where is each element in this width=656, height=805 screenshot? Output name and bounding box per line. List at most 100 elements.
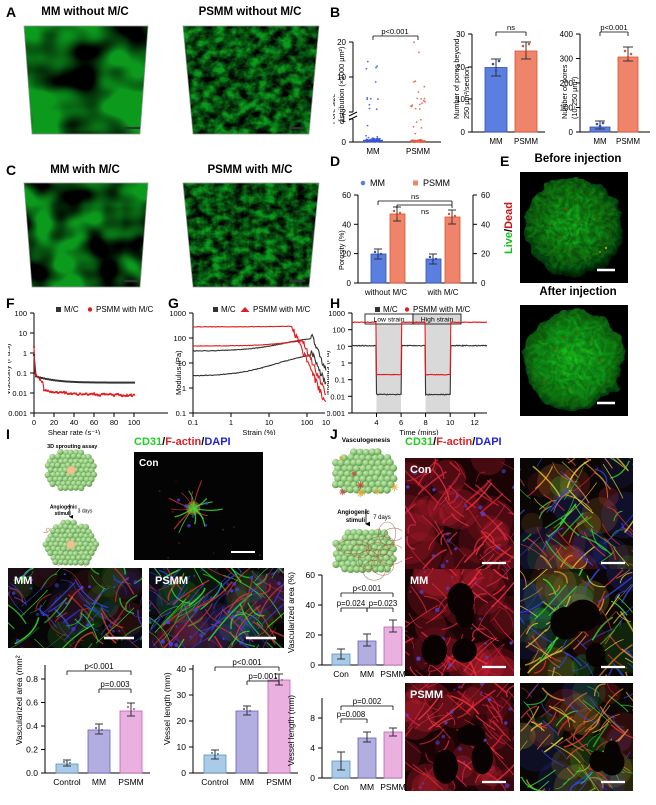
svg-text:10: 10 (177, 742, 187, 752)
svg-text:250 µm²/section: 250 µm²/section (462, 67, 471, 119)
svg-text:distribution (×1000 µm²): distribution (×1000 µm²) (337, 47, 346, 124)
svg-text:Vasculogenesis: Vasculogenesis (342, 437, 391, 444)
svg-text:ns: ns (507, 24, 515, 32)
svg-text:MM: MM (489, 137, 503, 146)
svg-text:Viscosity (Pa.s): Viscosity (Pa.s) (8, 343, 12, 395)
svg-text:80: 80 (110, 418, 118, 427)
svg-text:300: 300 (560, 55, 574, 64)
svg-text:Vascularized area (mm²): Vascularized area (mm²) (14, 655, 24, 745)
svg-text:MM: MM (92, 777, 106, 787)
svg-text:p=0.001: p=0.001 (248, 672, 278, 681)
svg-text:4: 4 (310, 743, 315, 753)
svg-text:8: 8 (424, 418, 428, 427)
svg-text:PSMM with M/C: PSMM with M/C (413, 305, 471, 314)
svg-text:PSMM: PSMM (616, 137, 640, 146)
svg-text:40: 40 (177, 664, 187, 674)
svg-text:0: 0 (32, 418, 36, 427)
svg-text:Con: Con (139, 458, 158, 469)
svg-text:0: 0 (347, 279, 352, 288)
svg-text:0.01: 0.01 (330, 392, 345, 401)
svg-text:High strain: High strain (421, 316, 454, 323)
svg-text:PSMM: PSMM (410, 689, 443, 701)
svg-text:30: 30 (177, 690, 187, 700)
svg-text:Control: Control (53, 777, 81, 787)
svg-text:0.2: 0.2 (26, 745, 38, 755)
svg-text:3 days: 3 days (78, 509, 93, 515)
svg-text:60: 60 (481, 191, 490, 200)
svg-text:Number of pores: Number of pores (560, 64, 569, 119)
svg-text:0: 0 (569, 128, 574, 137)
svg-text:M/C: M/C (64, 305, 79, 314)
svg-text:0.1: 0.1 (17, 369, 27, 378)
svg-text:Modulus (Pa): Modulus (Pa) (174, 350, 183, 395)
svg-text:10: 10 (265, 418, 273, 427)
svg-text:1: 1 (23, 349, 27, 358)
svg-text:1: 1 (229, 418, 233, 427)
svg-text:MM: MM (240, 777, 254, 787)
svg-text:7 days: 7 days (373, 515, 391, 521)
svg-text:M/C: M/C (221, 305, 236, 314)
svg-text:0.8: 0.8 (26, 674, 38, 684)
svg-text:0.1: 0.1 (335, 376, 345, 385)
svg-text:20: 20 (306, 630, 316, 640)
svg-text:p=0.008: p=0.008 (337, 710, 365, 719)
svg-text:20: 20 (50, 418, 58, 427)
svg-text:PSMM: PSMM (155, 575, 188, 587)
svg-text:0: 0 (342, 138, 347, 147)
svg-text:p=0.003: p=0.003 (100, 680, 130, 689)
svg-text:0.6: 0.6 (26, 698, 38, 708)
svg-text:PSMM: PSMM (406, 147, 430, 156)
svg-text:0: 0 (310, 773, 315, 783)
svg-text:M/C: M/C (383, 305, 398, 314)
svg-text:ns: ns (411, 192, 419, 201)
svg-text:p<0.001: p<0.001 (381, 27, 408, 36)
svg-text:p=0.023: p=0.023 (369, 599, 397, 608)
svg-text:p<0.001: p<0.001 (353, 584, 381, 593)
svg-text:stimuli: stimuli (55, 511, 72, 517)
svg-text:p=0.024: p=0.024 (337, 599, 366, 608)
svg-text:20: 20 (481, 250, 490, 259)
svg-text:PSMM with M/C: PSMM with M/C (253, 305, 311, 314)
svg-text:30: 30 (456, 30, 465, 39)
svg-text:Strain (%): Strain (%) (242, 428, 276, 435)
svg-text:10: 10 (19, 329, 27, 338)
svg-text:1000: 1000 (328, 309, 345, 318)
svg-text:0.0: 0.0 (26, 768, 38, 778)
svg-text:0.001: 0.001 (8, 409, 27, 418)
svg-text:0.001: 0.001 (327, 409, 345, 418)
svg-text:3D sprouting assay: 3D sprouting assay (47, 444, 97, 450)
svg-text:10: 10 (446, 418, 454, 427)
svg-text:1: 1 (341, 359, 345, 368)
svg-text:Porosity (%): Porosity (%) (337, 230, 346, 270)
svg-text:Con: Con (410, 464, 432, 476)
svg-text:MM: MM (370, 178, 385, 188)
svg-text:0: 0 (481, 279, 486, 288)
svg-text:p=0.002: p=0.002 (353, 697, 381, 706)
svg-text:40: 40 (481, 220, 490, 229)
svg-text:without M/C: without M/C (364, 288, 407, 297)
svg-text:Vascularized area (%): Vascularized area (%) (286, 572, 296, 653)
svg-text:Vessel length (mm): Vessel length (mm) (286, 695, 296, 766)
svg-text:10: 10 (337, 342, 345, 351)
svg-text:12: 12 (471, 418, 479, 427)
svg-text:0.1: 0.1 (176, 409, 186, 418)
svg-text:100: 100 (301, 418, 314, 427)
svg-text:0.01: 0.01 (12, 389, 27, 398)
svg-text:PSMM: PSMM (118, 777, 144, 787)
svg-text:0: 0 (310, 660, 315, 670)
svg-text:60: 60 (306, 570, 316, 580)
svg-text:Time (mins): Time (mins) (399, 428, 439, 435)
svg-text:(10-250 µm²): (10-250 µm²) (570, 77, 579, 119)
svg-text:MM: MM (360, 669, 374, 679)
svg-text:Vessel length (mm): Vessel length (mm) (162, 672, 172, 745)
svg-text:40: 40 (70, 418, 78, 427)
svg-text:Angiogenic: Angiogenic (337, 510, 370, 516)
svg-text:Number of pores beyond: Number of pores beyond (452, 39, 461, 119)
svg-text:0.1: 0.1 (188, 418, 198, 427)
svg-text:100: 100 (128, 418, 141, 427)
svg-text:p<0.001: p<0.001 (84, 662, 114, 671)
svg-text:Con: Con (333, 669, 349, 679)
svg-text:p<0.001: p<0.001 (600, 24, 627, 32)
svg-text:PSMM: PSMM (423, 178, 450, 188)
svg-text:400: 400 (560, 30, 574, 39)
